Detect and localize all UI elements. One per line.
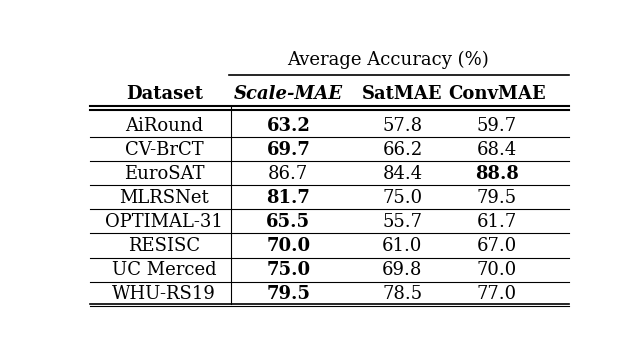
- Text: 88.8: 88.8: [475, 165, 518, 183]
- Text: Scale-MAE: Scale-MAE: [234, 85, 343, 103]
- Text: 59.7: 59.7: [477, 117, 516, 135]
- Text: 67.0: 67.0: [477, 237, 516, 255]
- Text: 69.8: 69.8: [382, 261, 422, 279]
- Text: 79.5: 79.5: [266, 285, 310, 303]
- Text: OPTIMAL-31: OPTIMAL-31: [106, 213, 223, 231]
- Text: SatMAE: SatMAE: [362, 85, 443, 103]
- Text: 55.7: 55.7: [383, 213, 422, 231]
- Text: RESISC: RESISC: [128, 237, 200, 255]
- Text: 66.2: 66.2: [382, 141, 422, 159]
- Text: 75.0: 75.0: [266, 261, 310, 279]
- Text: 61.0: 61.0: [382, 237, 422, 255]
- Text: 75.0: 75.0: [382, 189, 422, 207]
- Text: 81.7: 81.7: [266, 189, 310, 207]
- Text: 61.7: 61.7: [477, 213, 516, 231]
- Text: UC Merced: UC Merced: [112, 261, 216, 279]
- Text: 57.8: 57.8: [382, 117, 422, 135]
- Text: Average Accuracy (%): Average Accuracy (%): [287, 51, 488, 69]
- Text: 65.5: 65.5: [266, 213, 310, 231]
- Text: EuroSAT: EuroSAT: [124, 165, 205, 183]
- Text: ConvMAE: ConvMAE: [448, 85, 545, 103]
- Text: 68.4: 68.4: [477, 141, 516, 159]
- Text: 70.0: 70.0: [477, 261, 516, 279]
- Text: 78.5: 78.5: [382, 285, 422, 303]
- Text: 79.5: 79.5: [477, 189, 516, 207]
- Text: 86.7: 86.7: [268, 165, 308, 183]
- Text: AiRound: AiRound: [125, 117, 204, 135]
- Text: 84.4: 84.4: [382, 165, 422, 183]
- Text: 69.7: 69.7: [266, 141, 310, 159]
- Text: WHU-RS19: WHU-RS19: [113, 285, 216, 303]
- Text: Dataset: Dataset: [126, 85, 203, 103]
- Text: 77.0: 77.0: [477, 285, 516, 303]
- Text: 70.0: 70.0: [266, 237, 310, 255]
- Text: MLRSNet: MLRSNet: [120, 189, 209, 207]
- Text: 63.2: 63.2: [266, 117, 310, 135]
- Text: CV-BrCT: CV-BrCT: [125, 141, 204, 159]
